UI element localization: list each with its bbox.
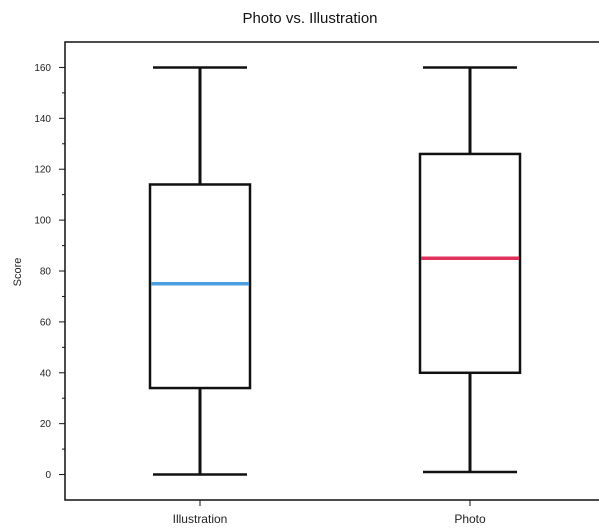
- y-axis-label: Score: [12, 258, 24, 287]
- x-tick-label: Photo: [454, 512, 486, 526]
- x-tick-label: Illustration: [173, 512, 228, 526]
- chart-title: Photo vs. Illustration: [242, 10, 377, 27]
- y-tick-label: 120: [34, 165, 51, 176]
- iqr-box: [418, 152, 522, 375]
- box-illustration: [148, 66, 252, 476]
- boxes-group: [148, 66, 522, 476]
- iqr-box: [148, 183, 252, 390]
- y-tick-label: 100: [34, 216, 51, 227]
- y-tick-label: 20: [40, 419, 52, 430]
- box-photo: [418, 66, 522, 474]
- y-tick-label: 160: [34, 63, 51, 74]
- y-tick-label: 0: [45, 470, 51, 481]
- y-tick-label: 40: [40, 368, 52, 379]
- y-tick-label: 80: [40, 267, 52, 278]
- y-tick-label: 140: [34, 114, 51, 125]
- y-axis: 0 20 40 60 80 100 120 140 160: [34, 63, 65, 481]
- x-axis: Illustration Photo: [173, 500, 486, 526]
- y-tick-label: 60: [40, 317, 52, 328]
